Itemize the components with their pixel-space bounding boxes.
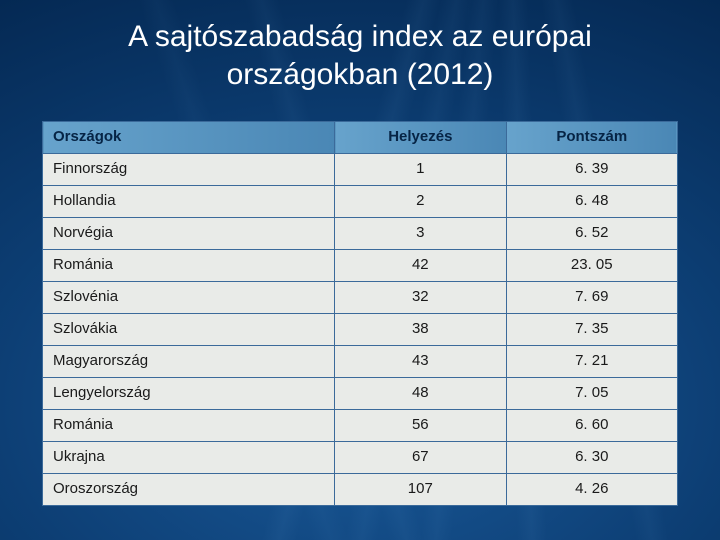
cell-score: 6. 52	[506, 218, 677, 250]
table-row: Románia 56 6. 60	[43, 410, 678, 442]
cell-rank: 42	[335, 250, 506, 282]
cell-score: 6. 30	[506, 442, 677, 474]
cell-country: Szlovákia	[43, 314, 335, 346]
cell-country: Oroszország	[43, 474, 335, 506]
cell-score: 6. 48	[506, 186, 677, 218]
cell-rank: 2	[335, 186, 506, 218]
cell-score: 7. 69	[506, 282, 677, 314]
cell-score: 6. 60	[506, 410, 677, 442]
cell-score: 6. 39	[506, 154, 677, 186]
cell-score: 23. 05	[506, 250, 677, 282]
cell-rank: 56	[335, 410, 506, 442]
press-freedom-table: Országok Helyezés Pontszám Finnország 1 …	[42, 121, 678, 506]
cell-country: Románia	[43, 250, 335, 282]
cell-score: 4. 26	[506, 474, 677, 506]
col-header-rank: Helyezés	[335, 122, 506, 154]
cell-country: Szlovénia	[43, 282, 335, 314]
cell-rank: 32	[335, 282, 506, 314]
cell-score: 7. 05	[506, 378, 677, 410]
table-row: Ukrajna 67 6. 30	[43, 442, 678, 474]
cell-rank: 67	[335, 442, 506, 474]
table-row: Norvégia 3 6. 52	[43, 218, 678, 250]
cell-rank: 38	[335, 314, 506, 346]
table-row: Szlovákia 38 7. 35	[43, 314, 678, 346]
table-row: Finnország 1 6. 39	[43, 154, 678, 186]
table-row: Hollandia 2 6. 48	[43, 186, 678, 218]
table-row: Oroszország 107 4. 26	[43, 474, 678, 506]
table-row: Lengyelország 48 7. 05	[43, 378, 678, 410]
cell-rank: 3	[335, 218, 506, 250]
cell-rank: 48	[335, 378, 506, 410]
cell-rank: 1	[335, 154, 506, 186]
table-row: Románia 42 23. 05	[43, 250, 678, 282]
cell-country: Hollandia	[43, 186, 335, 218]
slide-title: A sajtószabadság index az európai ország…	[40, 18, 680, 93]
cell-country: Norvégia	[43, 218, 335, 250]
cell-country: Lengyelország	[43, 378, 335, 410]
col-header-score: Pontszám	[506, 122, 677, 154]
cell-rank: 107	[335, 474, 506, 506]
cell-score: 7. 21	[506, 346, 677, 378]
cell-country: Finnország	[43, 154, 335, 186]
cell-country: Magyarország	[43, 346, 335, 378]
cell-rank: 43	[335, 346, 506, 378]
cell-country: Románia	[43, 410, 335, 442]
table-row: Magyarország 43 7. 21	[43, 346, 678, 378]
col-header-country: Országok	[43, 122, 335, 154]
table-header-row: Országok Helyezés Pontszám	[43, 122, 678, 154]
table-row: Szlovénia 32 7. 69	[43, 282, 678, 314]
cell-country: Ukrajna	[43, 442, 335, 474]
cell-score: 7. 35	[506, 314, 677, 346]
